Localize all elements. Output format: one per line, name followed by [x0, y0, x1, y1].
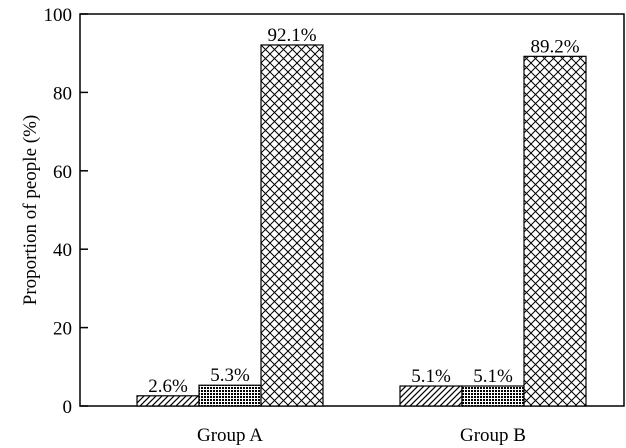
bar-value-label: 89.2%: [530, 36, 579, 57]
y-tick-label: 60: [53, 162, 72, 183]
y-tick-label: 80: [53, 83, 72, 104]
y-tick-label: 40: [53, 240, 72, 261]
category-label: Group B: [460, 425, 526, 446]
bar-dense-dots-group-a: [198, 384, 262, 407]
bar-value-label: 92.1%: [267, 25, 316, 46]
category-labels: Group A Group B: [197, 425, 526, 446]
plot-frame: [79, 13, 625, 407]
y-axis-title: Proportion of people (%): [20, 115, 41, 305]
bar-crosshatch-group-a: [260, 44, 324, 407]
bar-value-label: 2.6%: [148, 376, 188, 397]
y-tick-label: 100: [44, 5, 73, 26]
category-label: Group A: [197, 425, 263, 446]
y-axis-ticks: 0 20 40 60 80 100: [44, 5, 88, 418]
bar-crosshatch-group-b: [523, 55, 587, 407]
bar-value-label: 5.3%: [210, 365, 250, 386]
bar-value-label: 5.1%: [411, 366, 451, 387]
bar-diagonal-hatch-group-a: [136, 395, 200, 407]
bars: [136, 44, 587, 407]
y-tick-label: 0: [63, 397, 73, 418]
data-labels: 2.6% 5.3% 92.1% 5.1% 5.1% 89.2%: [148, 25, 580, 397]
bar-diagonal-hatch-group-b: [399, 385, 463, 407]
bar-dense-dots-group-b: [461, 385, 525, 407]
y-tick-label: 20: [53, 319, 72, 340]
bar-value-label: 5.1%: [473, 366, 513, 387]
